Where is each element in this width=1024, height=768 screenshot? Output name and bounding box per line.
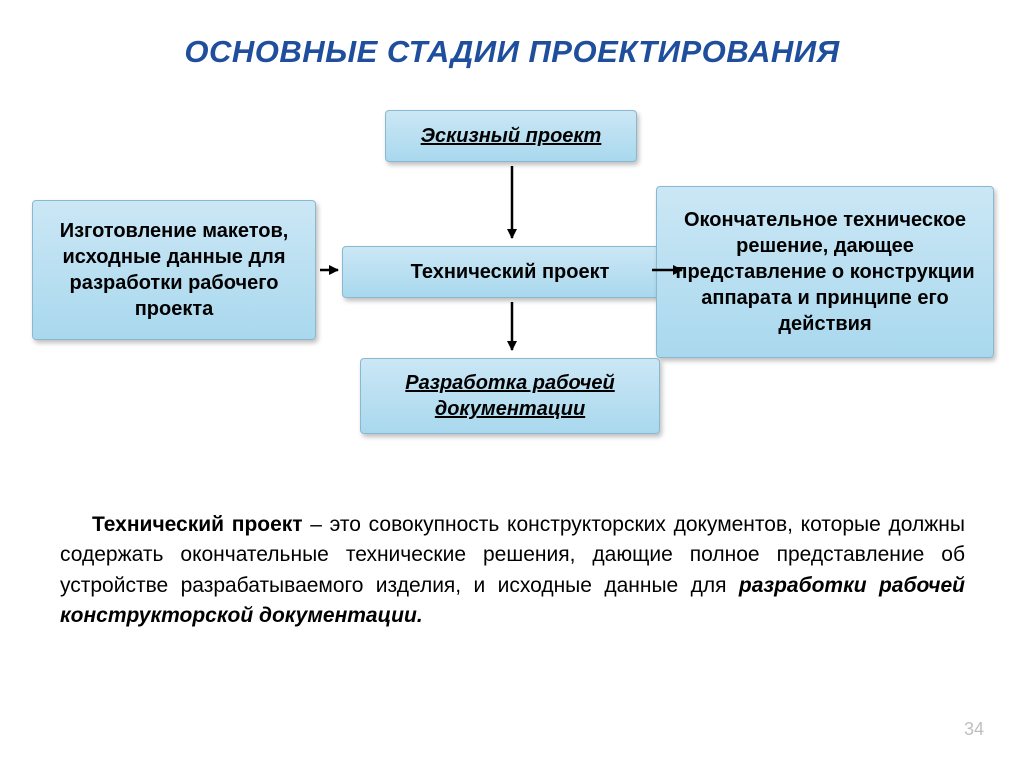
page-title: ОСНОВНЫЕ СТАДИИ ПРОЕКТИРОВАНИЯ xyxy=(0,34,1024,70)
definition-paragraph: Технический проект – это совокупность ко… xyxy=(60,510,965,632)
node-rabochaya-doc: Разработка рабочей документации xyxy=(360,358,660,434)
node-right-desc: Окончательное техническое решение, дающе… xyxy=(656,186,994,358)
page-number: 34 xyxy=(964,719,984,740)
node-label: Технический проект xyxy=(411,259,610,285)
node-label: Изготовление макетов, исходные данные дл… xyxy=(45,218,303,322)
para-lead: Технический проект xyxy=(92,513,303,536)
node-label: Разработка рабочей документации xyxy=(373,370,647,422)
node-eskiz-project: Эскизный проект xyxy=(385,110,637,162)
node-label: Эскизный проект xyxy=(421,123,602,149)
node-left-desc: Изготовление макетов, исходные данные дл… xyxy=(32,200,316,340)
node-label: Окончательное техническое решение, дающе… xyxy=(669,207,981,337)
node-tech-project: Технический проект xyxy=(342,246,678,298)
